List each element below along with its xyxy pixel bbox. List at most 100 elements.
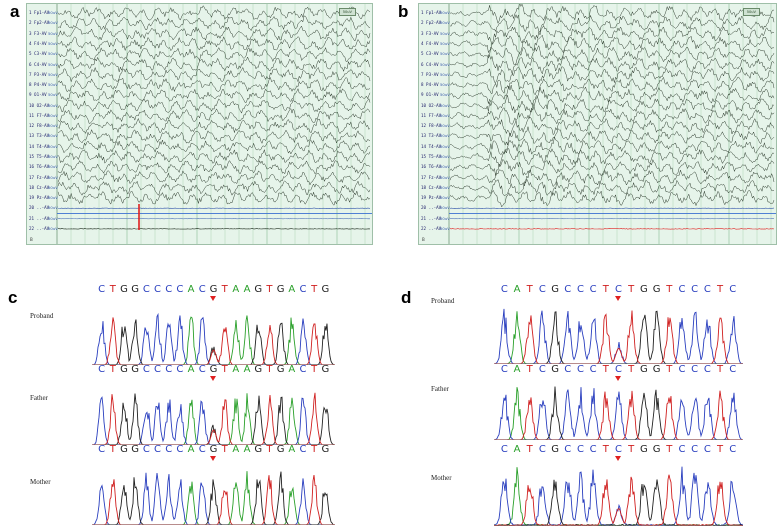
variant-arrow-icon xyxy=(210,376,217,381)
variant-arrow-icon xyxy=(210,456,217,461)
base-call: C xyxy=(564,284,572,295)
eeg-channel-trace xyxy=(449,14,775,33)
montage-badge: 50uV xyxy=(338,8,356,16)
subject-label: Mother xyxy=(431,474,452,482)
eeg-channel-scale: 50uV xyxy=(48,82,58,88)
eeg-channel-scale: 50uV xyxy=(440,195,450,201)
base-call: G xyxy=(640,364,648,375)
subject-label: Proband xyxy=(431,297,455,305)
eeg-channel-scale: 50uV xyxy=(48,20,58,26)
eeg-channel-trace xyxy=(57,15,371,32)
eeg-channel-trace xyxy=(57,180,371,196)
base-call: T xyxy=(716,284,724,295)
base-call: G xyxy=(652,444,661,455)
base-call: T xyxy=(526,364,533,375)
eeg-channel-trace xyxy=(57,160,371,175)
eeg-channel-scale: 50uV xyxy=(48,174,58,180)
eeg-channel-label: 7 P3-AV xyxy=(29,71,47,77)
eeg-channel-scale: 50uV xyxy=(440,30,450,36)
base-call: C xyxy=(564,364,572,375)
variant-arrow-icon xyxy=(615,456,622,461)
base-call: G xyxy=(120,284,128,295)
base-call: T xyxy=(526,284,533,295)
base-call: G xyxy=(254,444,263,455)
eeg-channel-trace xyxy=(57,97,371,114)
eeg-channel-label: 18 Cz-AV xyxy=(29,184,50,190)
base-call: G xyxy=(131,444,140,455)
eeg-channel-label: 7 P3-AV xyxy=(421,71,439,77)
eeg-channel-label: 3 F3-AV xyxy=(29,30,47,36)
base-call: C xyxy=(299,364,307,375)
trace-G xyxy=(92,393,336,445)
chromatogram xyxy=(494,308,744,364)
base-call: C xyxy=(691,364,699,375)
eeg-channel-scale: 50uV xyxy=(48,102,58,108)
eeg-channel-label: 19 Pz-AV xyxy=(421,195,442,201)
base-call: C xyxy=(154,284,162,295)
trace-G xyxy=(92,471,336,525)
base-call: C xyxy=(299,284,307,295)
eeg-channel-trace xyxy=(449,34,775,54)
trace-A xyxy=(92,471,335,525)
eeg-channel-label: 1 Fp1-AV xyxy=(421,10,442,16)
eeg-channel-scale: 50uV xyxy=(440,112,450,118)
base-call: G xyxy=(276,364,285,375)
base-call: A xyxy=(243,444,251,455)
base-call: C xyxy=(98,284,106,295)
base-call: T xyxy=(221,444,228,455)
eeg-channel-label: 1 Fp1-AV xyxy=(29,10,50,16)
eeg-traces xyxy=(56,4,372,244)
eeg-channel-trace xyxy=(449,217,775,220)
eeg-traces xyxy=(448,4,776,244)
eeg-channel-scale: 50uV xyxy=(48,215,58,221)
base-call: T xyxy=(666,284,673,295)
base-call: C xyxy=(678,364,686,375)
chromatogram xyxy=(92,471,336,525)
variant-arrow-icon xyxy=(615,376,622,381)
base-call: C xyxy=(176,284,184,295)
eeg-channel-trace xyxy=(449,169,775,188)
base-call: G xyxy=(652,284,661,295)
subject-label: Proband xyxy=(30,312,54,320)
base-call: T xyxy=(526,444,533,455)
eeg-channel-trace xyxy=(449,148,775,168)
base-call: T xyxy=(221,364,228,375)
base-call: G xyxy=(120,364,128,375)
eeg-channel-label: 10 O2-AV xyxy=(29,102,50,108)
eeg-channel-trace xyxy=(57,5,371,21)
base-call: T xyxy=(602,364,609,375)
base-call: C xyxy=(691,444,699,455)
base-call: C xyxy=(615,364,623,375)
base-call: G xyxy=(209,444,218,455)
base-call: T xyxy=(628,444,635,455)
base-call: G xyxy=(209,364,218,375)
eeg-channel-trace xyxy=(449,84,775,105)
base-call: T xyxy=(602,284,609,295)
base-call: A xyxy=(187,284,195,295)
base-call: C xyxy=(198,284,206,295)
base-call: G xyxy=(209,284,218,295)
base-call: A xyxy=(513,364,521,375)
eeg-channel-label: 20 ..-AV xyxy=(421,205,442,211)
eeg-channel-trace xyxy=(57,36,371,52)
eeg-channel-trace xyxy=(57,139,371,155)
eeg-channel-scale: 50uV xyxy=(440,184,450,190)
base-call: G xyxy=(120,444,128,455)
panel-letter-a: a xyxy=(10,2,20,21)
eeg-channel-label: 22 ..-AV xyxy=(29,225,50,231)
base-call: C xyxy=(154,364,162,375)
base-call: A xyxy=(187,444,195,455)
base-call: T xyxy=(628,364,635,375)
eeg-channel-trace xyxy=(57,76,371,93)
base-call: A xyxy=(187,364,195,375)
subject-label: Mother xyxy=(30,478,51,486)
base-call: T xyxy=(109,444,116,455)
base-call: G xyxy=(254,364,263,375)
base-call: T xyxy=(109,364,116,375)
trace-C xyxy=(494,466,744,526)
eeg-channel-trace xyxy=(57,25,371,41)
base-call: C xyxy=(142,444,150,455)
variant-arrow-icon xyxy=(210,296,217,301)
eeg-channel-label: 14 T4-AV xyxy=(29,143,50,149)
